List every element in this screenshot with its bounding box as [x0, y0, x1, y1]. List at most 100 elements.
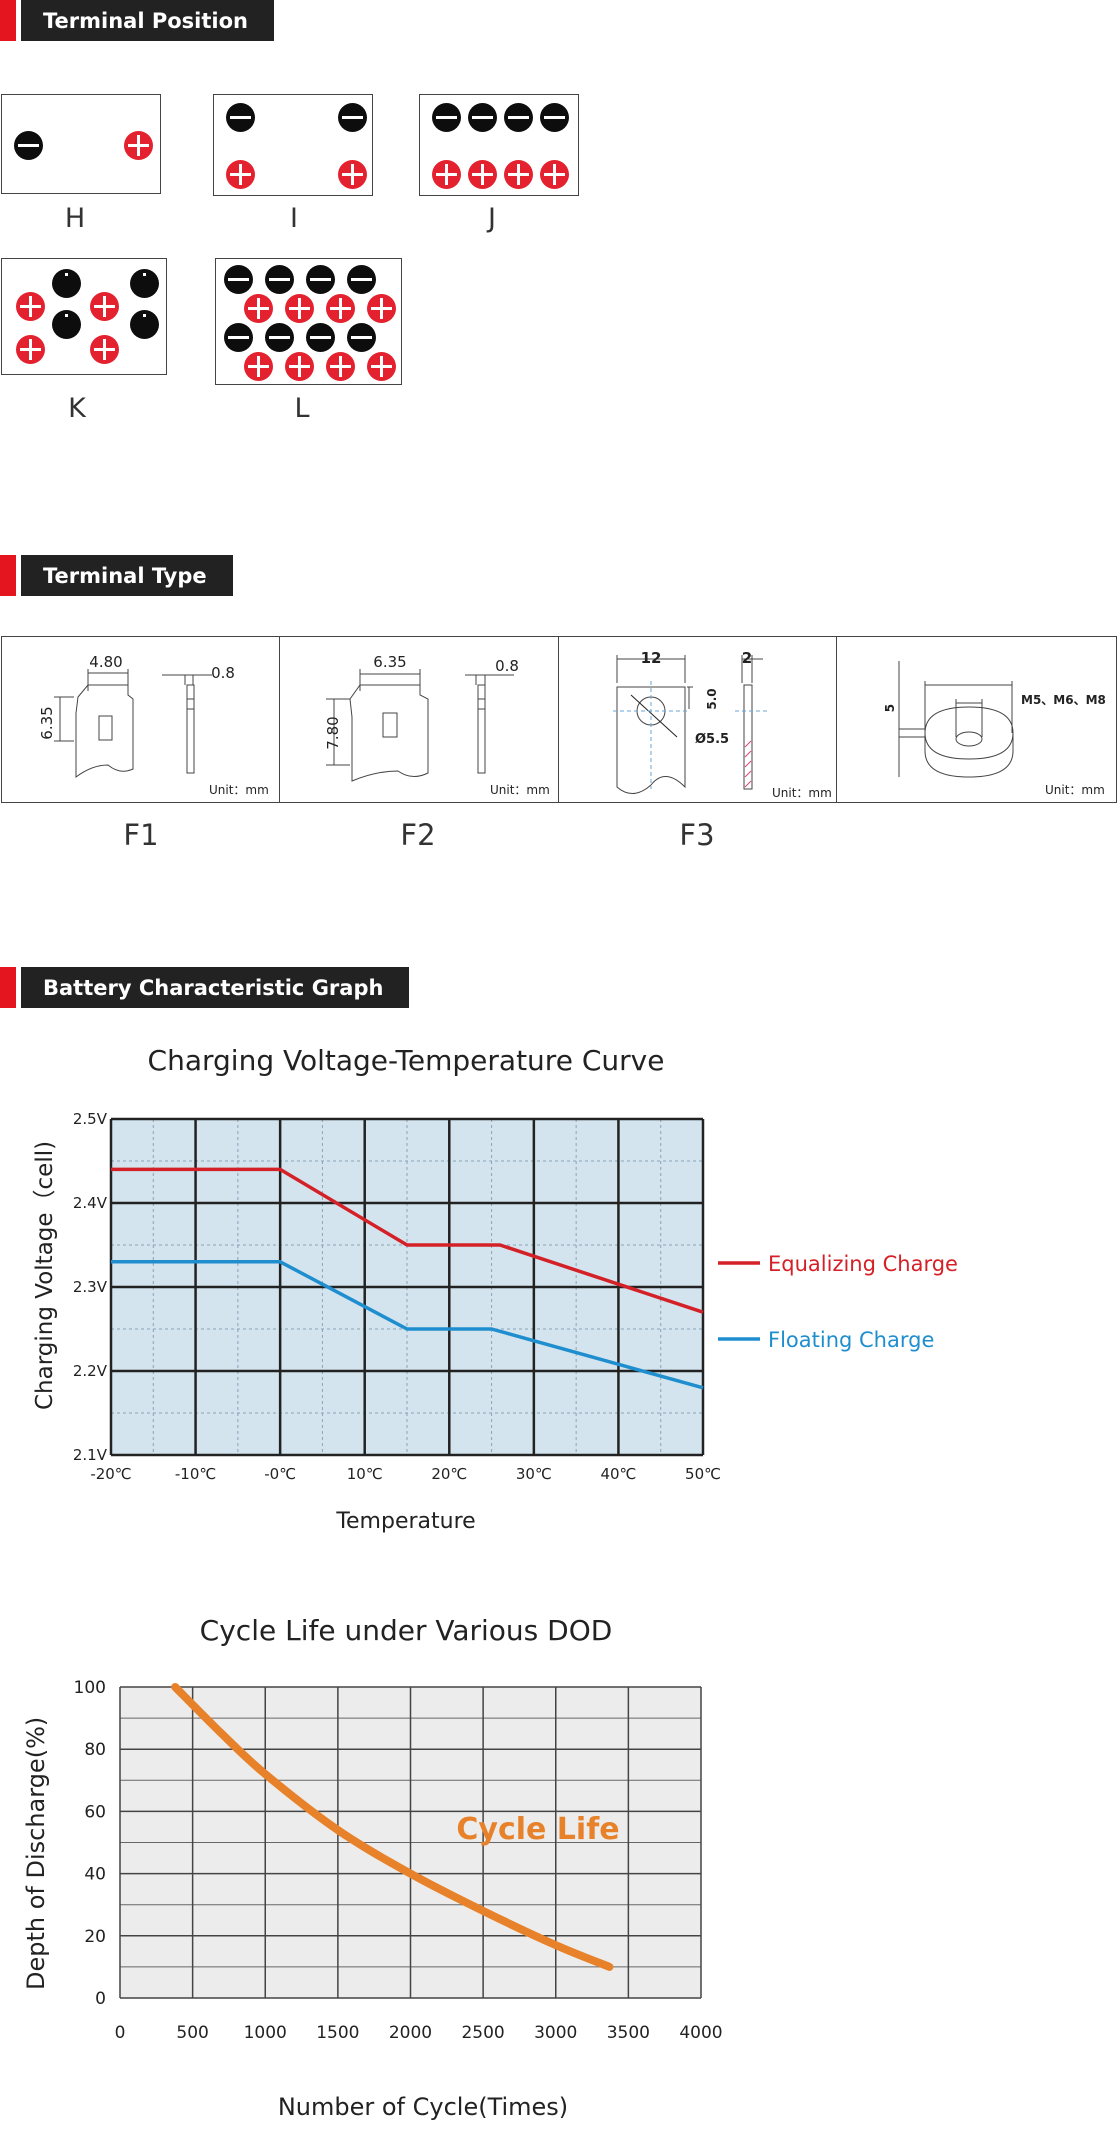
y-tick-label: 80 [84, 1740, 106, 1760]
terminal-layout-label: K [68, 393, 86, 424]
terminal-type-label: F1 [123, 818, 159, 852]
unit-label: Unit：mm [490, 783, 550, 797]
terminal-layout-label: J [488, 203, 496, 234]
positive-terminal-icon [244, 294, 273, 323]
negative-terminal-icon [52, 310, 81, 339]
series-line [171, 1683, 614, 1971]
series-line [111, 1167, 704, 1314]
y-tick-label: 20 [84, 1927, 106, 1947]
y-axis-label: Charging Voltage（cell) [32, 1141, 58, 1410]
negative-terminal-icon [224, 265, 253, 294]
section-title: Battery Characteristic Graph [21, 967, 410, 1008]
terminal-bolt-drawing: 5 M5、M6、M8 Unit：mm [883, 661, 1106, 797]
series-line [111, 1260, 704, 1390]
chart-title: Charging Voltage-Temperature Curve [148, 1044, 665, 1077]
negative-terminal-icon [52, 269, 81, 298]
dim-height: 6.35 [38, 706, 56, 739]
positive-terminal-icon [540, 160, 569, 189]
legend-label: Floating Charge [768, 1328, 934, 1352]
dim-hole: Ø5.5 [695, 732, 729, 747]
x-tick-label: -20℃ [90, 1465, 131, 1483]
terminal-layout-label: H [64, 203, 86, 234]
unit-label: Unit：mm [772, 786, 832, 800]
positive-terminal-icon [367, 352, 396, 381]
terminal-type-f2: 6.35 7.80 0.8 Unit：mm [279, 636, 559, 803]
positive-terminal-icon [226, 160, 255, 189]
terminal-layout-i [213, 94, 373, 196]
x-tick-label: 3000 [534, 2023, 577, 2043]
negative-terminal-icon [14, 131, 43, 160]
x-tick-label: 500 [176, 2023, 208, 2043]
x-tick-label: 4000 [679, 2023, 722, 2043]
terminal-f1-drawing: 4.80 6.35 0.8 Unit：mm [38, 653, 269, 797]
terminal-layout-label: I [290, 203, 298, 234]
x-tick-label: 1000 [244, 2023, 287, 2043]
x-axis-label: Number of Cycle(Times) [278, 2093, 568, 2121]
positive-terminal-icon [16, 335, 45, 364]
section-header-terminal-type: Terminal Type [0, 555, 233, 596]
dim-thickness: 2 [742, 649, 752, 667]
x-tick-label: 3500 [607, 2023, 650, 2043]
dim-offset: 5.0 [705, 688, 719, 709]
negative-terminal-icon [265, 265, 294, 294]
x-tick-label: 20℃ [431, 1465, 467, 1483]
x-axis-label: Temperature [335, 1509, 475, 1534]
negative-terminal-icon [306, 265, 335, 294]
x-tick-label: 30℃ [516, 1465, 552, 1483]
cycle-life-chart: Cycle Life under Various DOD Number of C… [22, 1614, 723, 2121]
positive-terminal-icon [285, 352, 314, 381]
x-tick-label: -10℃ [175, 1465, 216, 1483]
terminal-type-label: F2 [400, 818, 436, 852]
x-tick-label: -0℃ [264, 1465, 296, 1483]
terminal-f3-drawing: 12 2 5.0 Ø5.5 Unit：mm [613, 649, 832, 800]
section-header-terminal-position: Terminal Position [0, 0, 274, 41]
section-header-battery-graph: Battery Characteristic Graph [0, 967, 410, 1008]
negative-terminal-icon [130, 269, 159, 298]
terminal-layout-h [1, 94, 161, 194]
y-tick-label: 40 [84, 1865, 106, 1885]
terminal-type-label: F3 [679, 818, 715, 852]
positive-terminal-icon [326, 294, 355, 323]
y-tick-label: 100 [74, 1678, 106, 1698]
y-tick-label: 60 [84, 1802, 106, 1822]
section-title: Terminal Type [21, 555, 233, 596]
x-tick-label: 2000 [389, 2023, 432, 2043]
negative-terminal-icon [468, 103, 497, 132]
negative-terminal-icon [224, 323, 253, 352]
negative-terminal-icon [504, 103, 533, 132]
negative-terminal-icon [130, 310, 159, 339]
chart-title: Cycle Life under Various DOD [200, 1614, 613, 1647]
dim-height: 5 [883, 704, 897, 712]
dim-width: 6.35 [373, 653, 406, 671]
terminal-f2-drawing: 6.35 7.80 0.8 Unit：mm [324, 653, 550, 797]
positive-terminal-icon [432, 160, 461, 189]
negative-terminal-icon [432, 103, 461, 132]
y-tick-label: 2.2V [73, 1362, 108, 1380]
positive-terminal-icon [285, 294, 314, 323]
y-tick-label: 2.4V [73, 1194, 108, 1212]
x-tick-label: 50℃ [685, 1465, 721, 1483]
positive-terminal-icon [124, 131, 153, 160]
negative-terminal-icon [265, 323, 294, 352]
dim-thickness: 0.8 [495, 657, 519, 675]
x-tick-label: 0 [115, 2023, 126, 2043]
terminal-type-f3: 12 2 5.0 Ø5.5 Unit：mm [558, 636, 837, 803]
y-axis-label: Depth of Discharge(%) [22, 1717, 50, 1990]
y-tick-label: 0 [95, 1989, 106, 2009]
positive-terminal-icon [90, 335, 119, 364]
cycle-life-annotation: Cycle Life [456, 1812, 619, 1847]
x-tick-label: 40℃ [600, 1465, 636, 1483]
positive-terminal-icon [367, 294, 396, 323]
charging-voltage-chart: Charging Voltage-Temperature Curve Tempe… [32, 1044, 958, 1534]
terminal-type-bolt: 5 M5、M6、M8 Unit：mm [836, 636, 1117, 803]
unit-label: Unit：mm [209, 783, 269, 797]
terminal-type-f1: 4.80 6.35 0.8 Unit：mm [1, 636, 280, 803]
legend-label: Equalizing Charge [768, 1252, 958, 1276]
positive-terminal-icon [326, 352, 355, 381]
dim-bolts: M5、M6、M8 [1021, 693, 1106, 707]
y-tick-label: 2.3V [73, 1278, 108, 1296]
negative-terminal-icon [540, 103, 569, 132]
terminal-layout-l [215, 258, 402, 385]
dim-width: 12 [641, 649, 662, 667]
negative-terminal-icon [347, 323, 376, 352]
